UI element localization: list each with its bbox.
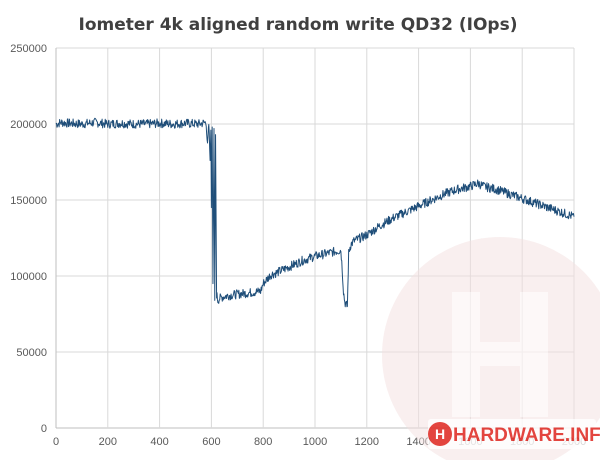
grid bbox=[55, 47, 575, 429]
y-tick-label: 150000 bbox=[10, 195, 47, 207]
y-tick-label: 200000 bbox=[10, 119, 47, 131]
y-tick-label: 50000 bbox=[16, 347, 47, 359]
watermark-h-icon bbox=[452, 292, 548, 417]
x-tick-label: 1200 bbox=[355, 436, 379, 448]
x-tick-label: 400 bbox=[150, 436, 168, 448]
x-tick-label: 1400 bbox=[406, 436, 430, 448]
chart-title: Iometer 4k aligned random write QD32 (IO… bbox=[79, 15, 518, 35]
watermark: H HARDWARE.INFO bbox=[382, 237, 600, 460]
y-tick-label: 250000 bbox=[10, 43, 47, 55]
watermark-text: HARDWARE.INFO bbox=[453, 425, 600, 446]
series-layer bbox=[55, 117, 575, 308]
x-tick-label: 600 bbox=[202, 436, 220, 448]
watermark-badge-h-icon bbox=[428, 422, 452, 446]
y-tick-label: 100000 bbox=[10, 271, 47, 283]
x-tick-label: 800 bbox=[254, 436, 272, 448]
y-axis: 0 50000 100000 150000 200000 250000 bbox=[10, 43, 47, 435]
watermark-logo-circle bbox=[382, 237, 600, 460]
watermark-badge-bg bbox=[428, 419, 596, 449]
x-tick-label: 200 bbox=[99, 436, 117, 448]
x-tick-label: 0 bbox=[53, 436, 59, 448]
y-tick-label: 0 bbox=[41, 423, 47, 435]
watermark-badge-h-letter: H bbox=[435, 426, 445, 442]
series-line bbox=[55, 117, 575, 308]
x-tick-label: 1000 bbox=[303, 436, 327, 448]
